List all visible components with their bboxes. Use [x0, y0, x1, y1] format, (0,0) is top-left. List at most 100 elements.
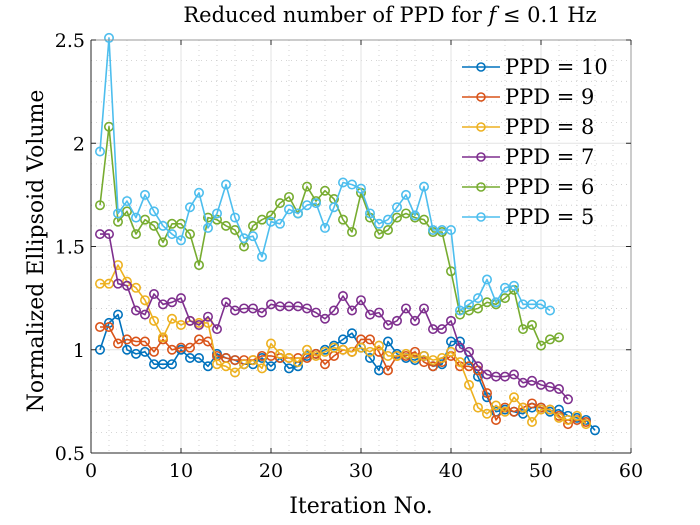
data-point [535, 340, 546, 351]
data-point [472, 303, 483, 314]
data-point [337, 177, 348, 188]
data-point [292, 301, 303, 312]
legend-marker-icon [476, 212, 486, 222]
data-point [167, 313, 178, 324]
legend-item: PPD = 7 [462, 145, 594, 169]
data-point [158, 332, 169, 343]
data-point [203, 212, 214, 223]
data-point [337, 344, 348, 355]
data-point [167, 297, 178, 308]
data-point [436, 324, 447, 335]
data-point [445, 224, 456, 235]
data-point [131, 282, 142, 293]
legend-label: PPD = 5 [505, 205, 594, 229]
data-point [265, 338, 276, 349]
data-point [544, 305, 555, 316]
data-point [230, 305, 241, 316]
data-point [176, 319, 187, 330]
data-point [508, 369, 519, 380]
data-point [239, 359, 250, 370]
legend-item: PPD = 5 [462, 205, 594, 229]
data-point [373, 229, 384, 240]
data-point [346, 328, 357, 339]
data-point [355, 342, 366, 353]
data-point [382, 214, 393, 225]
data-point [517, 377, 528, 388]
data-point [373, 307, 384, 318]
data-point [418, 214, 429, 225]
data-point [589, 425, 600, 436]
x-tick-label: 10 [169, 460, 193, 482]
data-point [391, 212, 402, 223]
data-point [418, 357, 429, 368]
series-layer [95, 32, 600, 436]
data-point [418, 350, 429, 361]
data-point [265, 216, 276, 227]
y-tick-label: 2.5 [55, 30, 85, 52]
legend-marker-icon [476, 122, 486, 132]
data-point [194, 353, 205, 364]
data-point [526, 398, 537, 409]
data-point [113, 338, 124, 349]
data-point [221, 297, 232, 308]
x-axis-label: Iteration No. [289, 494, 433, 519]
data-point [472, 293, 483, 304]
data-point [454, 342, 465, 353]
data-point [167, 359, 178, 370]
x-tick-label: 40 [439, 460, 463, 482]
data-point [427, 361, 438, 372]
data-point [131, 305, 142, 316]
data-point [409, 353, 420, 364]
data-point [256, 363, 267, 374]
data-point [104, 229, 115, 240]
y-axis-label: Normalized Ellipsoid Volume [24, 90, 49, 413]
data-point [328, 202, 339, 213]
data-point [230, 212, 241, 223]
x-tick-label: 30 [349, 460, 373, 482]
data-point [382, 224, 393, 235]
data-point [544, 334, 555, 345]
data-point [580, 419, 591, 430]
data-point [346, 179, 357, 190]
x-tick-label: 50 [529, 460, 553, 482]
data-point [364, 334, 375, 345]
data-point [203, 311, 214, 322]
data-point [499, 282, 510, 293]
data-point [95, 200, 106, 211]
data-point [131, 348, 142, 359]
data-point [346, 227, 357, 238]
legend-label: PPD = 9 [505, 85, 594, 109]
data-point [517, 324, 528, 335]
data-point [283, 353, 294, 364]
data-point [274, 218, 285, 229]
data-point [274, 348, 285, 359]
data-point [526, 375, 537, 386]
y-tick-label: 1.5 [55, 237, 85, 259]
axes [90, 39, 632, 454]
data-point [400, 208, 411, 219]
data-point [310, 307, 321, 318]
data-point [445, 315, 456, 326]
tick-labels: 0 10 20 30 40 50 60 0.5 1 1.5 2 2.5 [55, 30, 643, 482]
data-point [176, 293, 187, 304]
data-point [256, 307, 267, 318]
data-point [221, 179, 232, 190]
data-point [310, 350, 321, 361]
data-point [463, 379, 474, 390]
data-point [364, 309, 375, 320]
data-point [409, 210, 420, 221]
data-point [194, 334, 205, 345]
x-tick-label: 0 [85, 460, 97, 482]
data-point [508, 280, 519, 291]
data-point [562, 394, 573, 405]
data-point [203, 222, 214, 233]
data-point [212, 208, 223, 219]
data-point [301, 344, 312, 355]
data-point [499, 371, 510, 382]
series-line [100, 264, 587, 425]
data-point [427, 355, 438, 366]
data-point [526, 417, 537, 428]
data-point [113, 278, 124, 289]
data-point [256, 251, 267, 262]
legend-item: PPD = 10 [462, 55, 608, 79]
